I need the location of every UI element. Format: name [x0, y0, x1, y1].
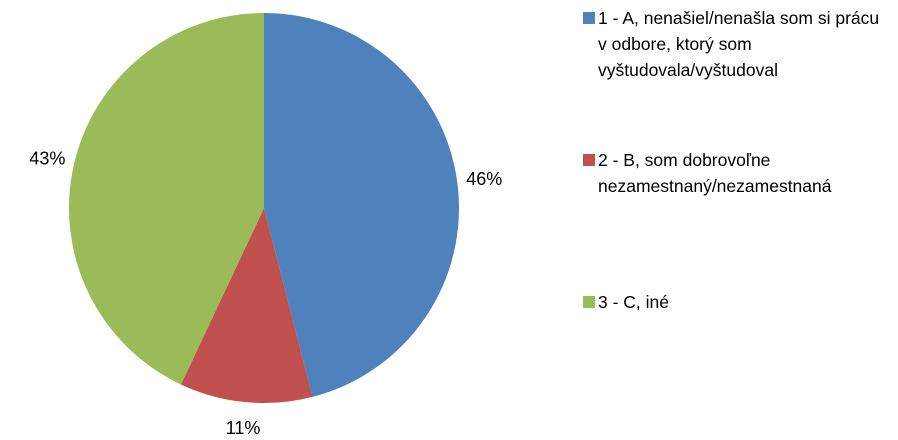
legend-label: 1 - A, nenašiel/nenašla som si prácu v o… — [598, 8, 880, 80]
legend-swatch — [583, 12, 595, 24]
data-label: 46% — [466, 169, 502, 189]
pie-slice — [69, 13, 264, 385]
legend-item: 1 - A, nenašiel/nenašla som si prácu v o… — [583, 5, 883, 83]
legend-swatch — [583, 296, 595, 308]
data-label: 43% — [29, 148, 65, 168]
pie-slice — [264, 13, 460, 397]
legend-label: 2 - B, som dobrovoľne nezamestnaný/nezam… — [598, 150, 832, 196]
pie-slice — [180, 208, 313, 404]
data-label: 11% — [226, 418, 261, 438]
legend-item: 2 - B, som dobrovoľne nezamestnaný/nezam… — [583, 147, 883, 199]
legend-item: 3 - C, iné — [583, 289, 883, 315]
legend-label: 3 - C, iné — [598, 292, 669, 312]
legend-swatch — [583, 154, 595, 166]
